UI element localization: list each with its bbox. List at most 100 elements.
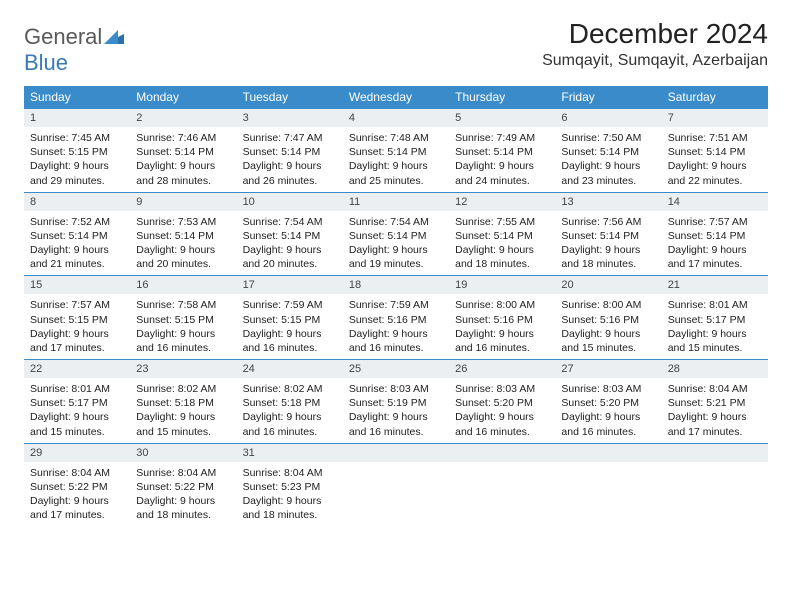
sunset-line: Sunset: 5:18 PM (136, 396, 230, 410)
sunrise-line: Sunrise: 7:56 AM (561, 215, 655, 229)
day-number: 3 (237, 108, 343, 127)
sunrise-line: Sunrise: 8:04 AM (30, 466, 124, 480)
calendar-week-row: 22Sunrise: 8:01 AMSunset: 5:17 PMDayligh… (24, 359, 768, 443)
day-number: 7 (662, 108, 768, 127)
day-number: 23 (130, 359, 236, 378)
weekday-header: Friday (555, 86, 661, 108)
day-number: 30 (130, 443, 236, 462)
sunrise-line: Sunrise: 8:03 AM (561, 382, 655, 396)
sunset-line: Sunset: 5:15 PM (30, 313, 124, 327)
calendar-cell: 1Sunrise: 7:45 AMSunset: 5:15 PMDaylight… (24, 108, 130, 192)
calendar-cell: 26Sunrise: 8:03 AMSunset: 5:20 PMDayligh… (449, 359, 555, 443)
sunset-line: Sunset: 5:14 PM (30, 229, 124, 243)
weekday-header: Wednesday (343, 86, 449, 108)
sunrise-line: Sunrise: 7:46 AM (136, 131, 230, 145)
day-details: Sunrise: 8:03 AMSunset: 5:20 PMDaylight:… (555, 378, 661, 443)
daylight-line: Daylight: 9 hours and 20 minutes. (243, 243, 337, 271)
calendar-cell: 2Sunrise: 7:46 AMSunset: 5:14 PMDaylight… (130, 108, 236, 192)
calendar-cell: 12Sunrise: 7:55 AMSunset: 5:14 PMDayligh… (449, 192, 555, 276)
calendar-week-row: 8Sunrise: 7:52 AMSunset: 5:14 PMDaylight… (24, 192, 768, 276)
sunset-line: Sunset: 5:15 PM (243, 313, 337, 327)
sunrise-line: Sunrise: 8:04 AM (668, 382, 762, 396)
sunrise-line: Sunrise: 7:45 AM (30, 131, 124, 145)
calendar-cell: 5Sunrise: 7:49 AMSunset: 5:14 PMDaylight… (449, 108, 555, 192)
daylight-line: Daylight: 9 hours and 15 minutes. (668, 327, 762, 355)
sunset-line: Sunset: 5:20 PM (455, 396, 549, 410)
daylight-line: Daylight: 9 hours and 15 minutes. (561, 327, 655, 355)
day-number: 21 (662, 275, 768, 294)
sunset-line: Sunset: 5:15 PM (136, 313, 230, 327)
day-number: 24 (237, 359, 343, 378)
day-details: Sunrise: 7:51 AMSunset: 5:14 PMDaylight:… (662, 127, 768, 192)
day-details: Sunrise: 7:53 AMSunset: 5:14 PMDaylight:… (130, 211, 236, 276)
sunset-line: Sunset: 5:22 PM (136, 480, 230, 494)
sunset-line: Sunset: 5:14 PM (136, 145, 230, 159)
sunrise-line: Sunrise: 7:48 AM (349, 131, 443, 145)
day-details: Sunrise: 7:57 AMSunset: 5:15 PMDaylight:… (24, 294, 130, 359)
logo-mark-icon (104, 30, 124, 47)
day-details: Sunrise: 8:02 AMSunset: 5:18 PMDaylight:… (130, 378, 236, 443)
day-number: 28 (662, 359, 768, 378)
calendar-cell: 6Sunrise: 7:50 AMSunset: 5:14 PMDaylight… (555, 108, 661, 192)
logo-word2: Blue (24, 50, 68, 75)
day-number: 19 (449, 275, 555, 294)
day-details: Sunrise: 8:00 AMSunset: 5:16 PMDaylight:… (449, 294, 555, 359)
logo: General Blue (24, 24, 124, 76)
sunset-line: Sunset: 5:16 PM (561, 313, 655, 327)
calendar-cell: 4Sunrise: 7:48 AMSunset: 5:14 PMDaylight… (343, 108, 449, 192)
calendar-cell: 27Sunrise: 8:03 AMSunset: 5:20 PMDayligh… (555, 359, 661, 443)
day-number: 17 (237, 275, 343, 294)
sunrise-line: Sunrise: 8:01 AM (668, 298, 762, 312)
sunrise-line: Sunrise: 8:03 AM (455, 382, 549, 396)
daylight-line: Daylight: 9 hours and 16 minutes. (136, 327, 230, 355)
day-number: 27 (555, 359, 661, 378)
day-number: 1 (24, 108, 130, 127)
day-details: Sunrise: 8:03 AMSunset: 5:19 PMDaylight:… (343, 378, 449, 443)
location: Sumqayit, Sumqayit, Azerbaijan (542, 52, 768, 70)
calendar-cell: 3Sunrise: 7:47 AMSunset: 5:14 PMDaylight… (237, 108, 343, 192)
daylight-line: Daylight: 9 hours and 17 minutes. (30, 494, 124, 522)
sunrise-line: Sunrise: 8:04 AM (243, 466, 337, 480)
day-details: Sunrise: 7:54 AMSunset: 5:14 PMDaylight:… (343, 211, 449, 276)
day-number: 25 (343, 359, 449, 378)
sunset-line: Sunset: 5:14 PM (243, 145, 337, 159)
day-number: 22 (24, 359, 130, 378)
day-number: 12 (449, 192, 555, 211)
day-details: Sunrise: 7:59 AMSunset: 5:15 PMDaylight:… (237, 294, 343, 359)
day-details: Sunrise: 8:04 AMSunset: 5:21 PMDaylight:… (662, 378, 768, 443)
daylight-line: Daylight: 9 hours and 20 minutes. (136, 243, 230, 271)
daylight-line: Daylight: 9 hours and 26 minutes. (243, 159, 337, 187)
day-details: Sunrise: 7:47 AMSunset: 5:14 PMDaylight:… (237, 127, 343, 192)
calendar-cell: 18Sunrise: 7:59 AMSunset: 5:16 PMDayligh… (343, 275, 449, 359)
daylight-line: Daylight: 9 hours and 24 minutes. (455, 159, 549, 187)
daylight-line: Daylight: 9 hours and 21 minutes. (30, 243, 124, 271)
daylight-line: Daylight: 9 hours and 22 minutes. (668, 159, 762, 187)
day-number: 13 (555, 192, 661, 211)
day-details: Sunrise: 7:54 AMSunset: 5:14 PMDaylight:… (237, 211, 343, 276)
day-number: 31 (237, 443, 343, 462)
day-details: Sunrise: 8:02 AMSunset: 5:18 PMDaylight:… (237, 378, 343, 443)
daylight-line: Daylight: 9 hours and 28 minutes. (136, 159, 230, 187)
calendar-cell: 10Sunrise: 7:54 AMSunset: 5:14 PMDayligh… (237, 192, 343, 276)
calendar-cell: 17Sunrise: 7:59 AMSunset: 5:15 PMDayligh… (237, 275, 343, 359)
calendar-cell: 16Sunrise: 7:58 AMSunset: 5:15 PMDayligh… (130, 275, 236, 359)
calendar-cell: 28Sunrise: 8:04 AMSunset: 5:21 PMDayligh… (662, 359, 768, 443)
day-number: 29 (24, 443, 130, 462)
day-number: 15 (24, 275, 130, 294)
sunset-line: Sunset: 5:14 PM (455, 145, 549, 159)
calendar-cell: 22Sunrise: 8:01 AMSunset: 5:17 PMDayligh… (24, 359, 130, 443)
sunrise-line: Sunrise: 8:01 AM (30, 382, 124, 396)
calendar-cell: 24Sunrise: 8:02 AMSunset: 5:18 PMDayligh… (237, 359, 343, 443)
sunset-line: Sunset: 5:14 PM (136, 229, 230, 243)
logo-word1: General (24, 24, 102, 49)
day-number: 6 (555, 108, 661, 127)
day-number-empty: . (662, 443, 768, 462)
sunset-line: Sunset: 5:14 PM (349, 145, 443, 159)
day-number: 10 (237, 192, 343, 211)
daylight-line: Daylight: 9 hours and 17 minutes. (30, 327, 124, 355)
calendar-cell: 8Sunrise: 7:52 AMSunset: 5:14 PMDaylight… (24, 192, 130, 276)
sunset-line: Sunset: 5:14 PM (668, 145, 762, 159)
daylight-line: Daylight: 9 hours and 29 minutes. (30, 159, 124, 187)
calendar-cell: . (343, 443, 449, 527)
day-number: 8 (24, 192, 130, 211)
